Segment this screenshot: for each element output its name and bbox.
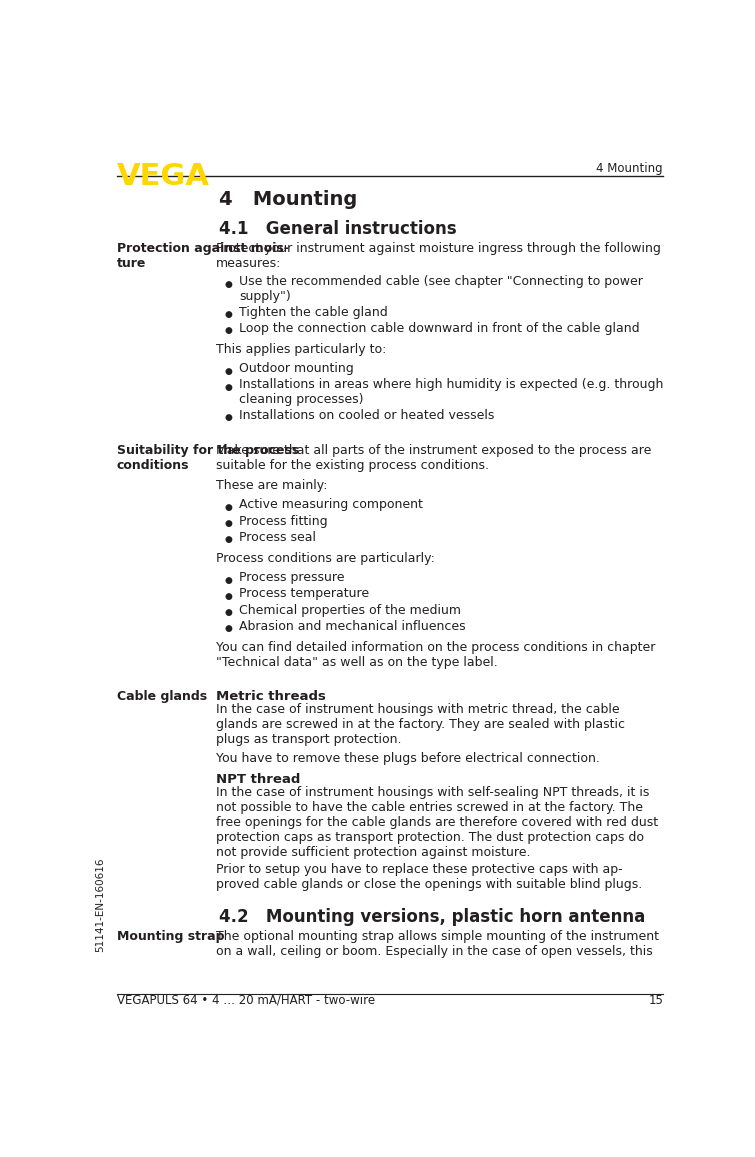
Text: Suitability for the process
conditions: Suitability for the process conditions [116,444,299,472]
Text: 4.1   General instructions: 4.1 General instructions [219,220,457,238]
Text: ●: ● [225,609,233,617]
Text: Active measuring component: Active measuring component [239,499,424,511]
Text: Tighten the cable gland: Tighten the cable gland [239,305,388,318]
Text: You have to remove these plugs before electrical connection.: You have to remove these plugs before el… [216,752,600,765]
Text: ●: ● [225,310,233,319]
Text: Protection against mois-
ture: Protection against mois- ture [116,242,288,270]
Text: Process seal: Process seal [239,531,316,544]
Text: ●: ● [225,625,233,633]
Text: Outdoor mounting: Outdoor mounting [239,362,354,375]
Text: Loop the connection cable downward in front of the cable gland: Loop the connection cable downward in fr… [239,322,640,334]
Text: ●: ● [225,280,233,289]
Text: 4 Mounting: 4 Mounting [596,162,663,175]
Text: ●: ● [225,413,233,422]
Text: ●: ● [225,383,233,392]
Text: ●: ● [225,519,233,528]
Text: Installations on cooled or heated vessels: Installations on cooled or heated vessel… [239,408,495,421]
Text: VEGAPULS 64 • 4 … 20 mA/HART - two-wire: VEGAPULS 64 • 4 … 20 mA/HART - two-wire [116,994,374,1007]
Text: 4   Mounting: 4 Mounting [219,190,357,209]
Text: Make sure that all parts of the instrument exposed to the process are
suitable f: Make sure that all parts of the instrume… [216,444,652,472]
Text: NPT thread: NPT thread [216,773,300,786]
Text: ●: ● [225,367,233,376]
Text: Process pressure: Process pressure [239,572,345,584]
Text: The optional mounting strap allows simple mounting of the instrument
on a wall, : The optional mounting strap allows simpl… [216,930,659,958]
Text: Process fitting: Process fitting [239,515,328,528]
Text: ●: ● [225,503,233,511]
Text: 4.2   Mounting versions, plastic horn antenna: 4.2 Mounting versions, plastic horn ante… [219,908,646,926]
Text: ●: ● [225,536,233,545]
Text: Use the recommended cable (see chapter "Connecting to power
supply"): Use the recommended cable (see chapter "… [239,275,643,303]
Text: Cable glands: Cable glands [116,691,207,703]
Text: This applies particularly to:: This applies particularly to: [216,342,387,355]
Text: Process conditions are particularly:: Process conditions are particularly: [216,552,435,565]
Text: In the case of instrument housings with metric thread, the cable
glands are scre: In the case of instrument housings with … [216,703,625,746]
Text: Mounting strap: Mounting strap [116,930,224,943]
Text: Protect your instrument against moisture ingress through the following
measures:: Protect your instrument against moisture… [216,242,661,270]
Text: ●: ● [225,326,233,336]
Text: Metric threads: Metric threads [216,691,326,703]
Text: VEGA: VEGA [116,162,210,191]
Text: ●: ● [225,592,233,600]
Text: 51141-EN-160616: 51141-EN-160616 [95,857,105,952]
Text: ●: ● [225,576,233,584]
Text: Chemical properties of the medium: Chemical properties of the medium [239,604,461,617]
Text: Installations in areas where high humidity is expected (e.g. through
cleaning pr: Installations in areas where high humidi… [239,378,664,406]
Text: You can find detailed information on the process conditions in chapter
"Technica: You can find detailed information on the… [216,641,655,669]
Text: Process temperature: Process temperature [239,588,370,600]
Text: In the case of instrument housings with self-sealing NPT threads, it is
not poss: In the case of instrument housings with … [216,787,658,860]
Text: Prior to setup you have to replace these protective caps with ap-
proved cable g: Prior to setup you have to replace these… [216,863,643,891]
Text: These are mainly:: These are mainly: [216,479,328,492]
Text: 15: 15 [649,994,663,1007]
Text: Abrasion and mechanical influences: Abrasion and mechanical influences [239,620,466,633]
